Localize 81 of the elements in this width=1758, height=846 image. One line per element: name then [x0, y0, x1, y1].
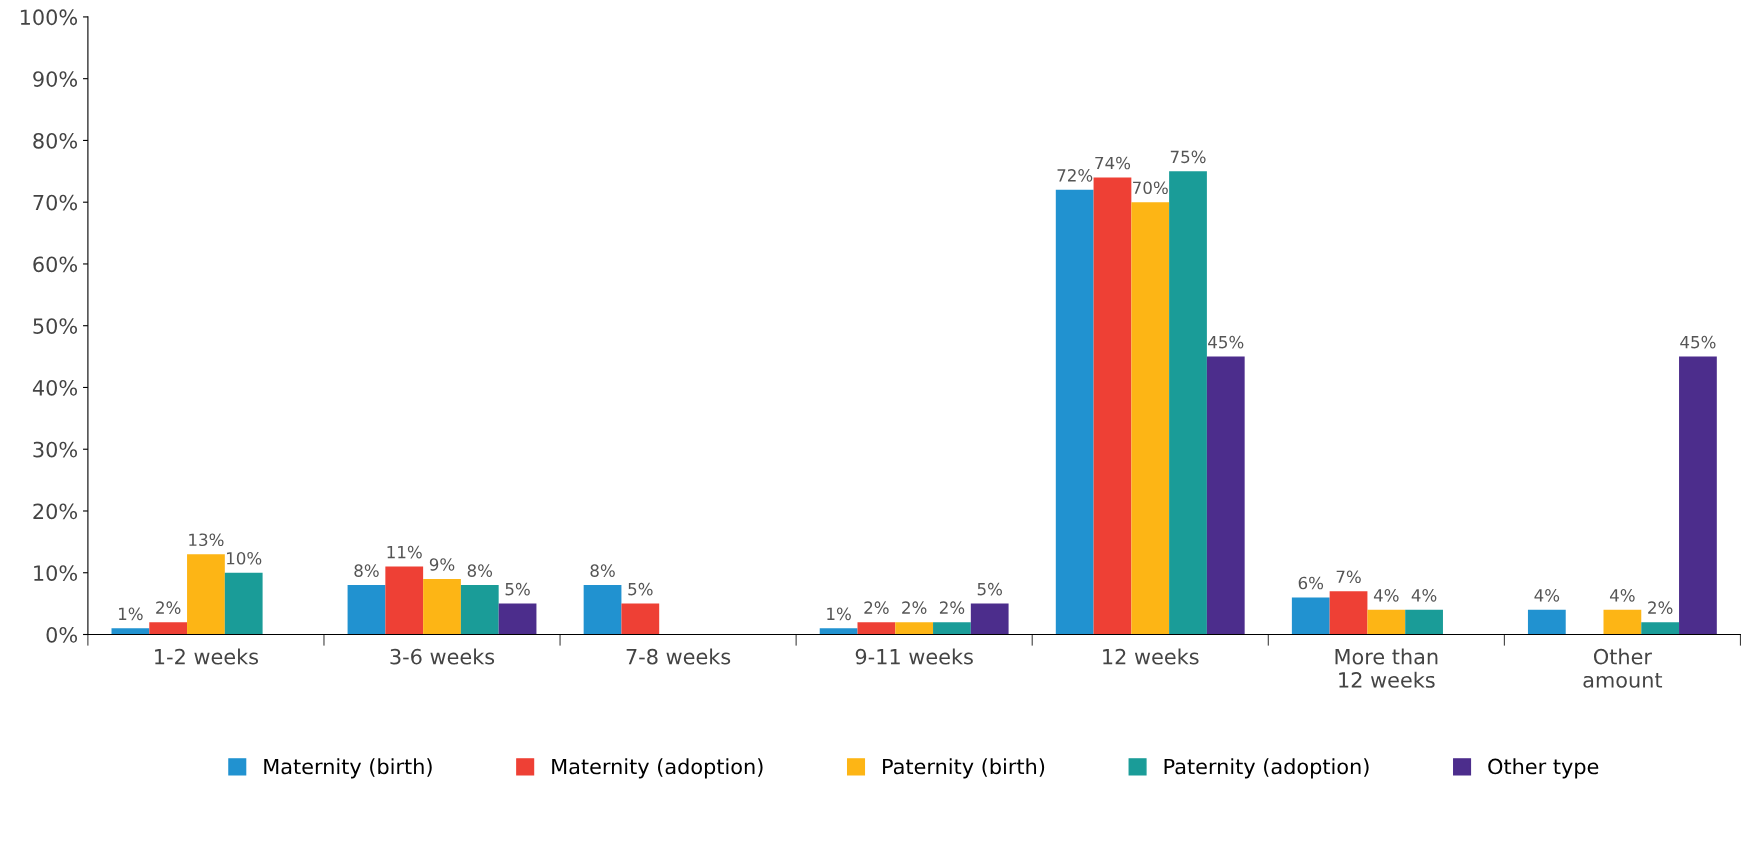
- bar: [1131, 202, 1170, 635]
- data-label: 1%: [827, 607, 851, 621]
- data-label: 10%: [227, 551, 262, 565]
- bar: [1405, 609, 1443, 635]
- bar: [583, 585, 622, 635]
- y-tick-label: 30%: [33, 441, 78, 458]
- data-label: 8%: [590, 564, 615, 577]
- bar: [819, 628, 858, 635]
- bar: [1527, 609, 1566, 635]
- bar: [933, 622, 971, 635]
- data-label: 8%: [467, 564, 493, 577]
- bar: [1679, 356, 1717, 635]
- y-tick-label: 100%: [20, 9, 78, 26]
- bar: [1206, 356, 1245, 635]
- data-label: 74%: [1095, 156, 1131, 170]
- data-label: 7%: [1336, 570, 1361, 584]
- data-label: 5%: [505, 582, 530, 596]
- y-tick-label: 40%: [32, 379, 78, 396]
- bar: [111, 628, 150, 635]
- bar: [1169, 171, 1207, 635]
- data-label: 2%: [939, 601, 965, 614]
- bar: [1367, 609, 1406, 635]
- bar: [460, 585, 499, 635]
- x-tick-label: 9-11 weeks: [855, 648, 973, 665]
- legend-label: Paternity (birth): [883, 758, 1045, 779]
- data-label: 11%: [387, 545, 422, 559]
- bar: [621, 603, 660, 635]
- bar: [895, 622, 934, 635]
- bar: [423, 578, 461, 635]
- data-label: 75%: [1170, 150, 1206, 164]
- bar: [385, 566, 424, 635]
- legend-label: Maternity (adoption): [552, 758, 763, 779]
- data-label: 9%: [429, 558, 455, 571]
- y-tick-label: 50%: [33, 318, 78, 334]
- x-tick-label: 12 weeks: [1103, 648, 1199, 665]
- y-tick-label: 20%: [33, 503, 78, 520]
- data-label: 4%: [1411, 589, 1437, 602]
- data-label: 70%: [1133, 181, 1168, 195]
- data-label: 13%: [189, 533, 224, 547]
- y-tick-label: 60%: [33, 256, 78, 273]
- x-tick-label: Other amount: [1583, 648, 1663, 688]
- legend-label: Maternity (birth): [264, 758, 432, 779]
- y-tick-label: 10%: [34, 565, 78, 581]
- data-label: 4%: [1609, 589, 1635, 602]
- data-label: 2%: [864, 601, 889, 614]
- bar: [1329, 591, 1368, 635]
- bar: [187, 554, 225, 635]
- data-label: 2%: [156, 601, 181, 614]
- data-label: 1%: [119, 607, 143, 621]
- y-tick-label: 90%: [33, 71, 78, 87]
- data-label: 8%: [354, 564, 379, 577]
- bar: [1093, 177, 1132, 635]
- bar: [347, 585, 386, 635]
- data-label: 72%: [1057, 169, 1093, 182]
- data-label: 2%: [1648, 601, 1673, 614]
- y-tick-label: 0%: [46, 626, 78, 643]
- bar: [1055, 189, 1094, 635]
- y-tick-label: 80%: [33, 132, 78, 149]
- data-label: 4%: [1534, 589, 1560, 602]
- bar: [970, 603, 1009, 635]
- data-label: 2%: [902, 601, 927, 614]
- bar: [1641, 622, 1680, 635]
- data-label: 45%: [1680, 335, 1716, 349]
- bar: [1603, 609, 1642, 635]
- x-tick-label: 1-2 weeks: [155, 648, 259, 665]
- bar: [498, 603, 537, 635]
- data-label: 5%: [628, 582, 653, 596]
- x-tick-label: 3-6 weeks: [390, 648, 495, 665]
- legend-label: Other type: [1488, 758, 1599, 779]
- bar: [857, 622, 896, 635]
- bar: [149, 622, 188, 635]
- y-tick-label: 70%: [33, 194, 78, 211]
- data-label: 45%: [1208, 335, 1244, 349]
- data-label: 4%: [1373, 589, 1399, 602]
- x-tick-label: 7-8 weeks: [626, 648, 731, 665]
- bar: [1291, 597, 1330, 635]
- data-label: 5%: [977, 582, 1002, 596]
- bar: [224, 572, 263, 635]
- x-tick-label: More than 12 weeks: [1335, 648, 1438, 688]
- legend-label: Paternity (adoption): [1164, 758, 1369, 779]
- data-label: 6%: [1298, 576, 1324, 590]
